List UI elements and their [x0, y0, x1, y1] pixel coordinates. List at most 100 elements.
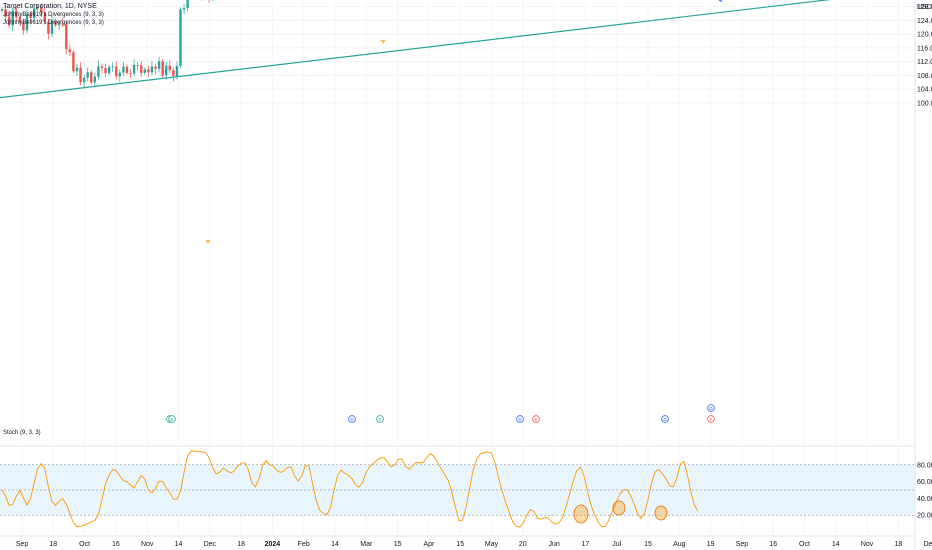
price-tick-label: 128.00: [917, 4, 932, 11]
candle-body: [43, 12, 47, 22]
candle-body: [161, 61, 164, 76]
time-tick-label: May: [485, 541, 499, 548]
candle-body: [4, 9, 7, 17]
candle-body: [104, 68, 107, 74]
time-tick-label: Jun: [548, 541, 559, 548]
time-tick-label: Sep: [16, 541, 29, 548]
price-tick-label: 120.00: [917, 32, 932, 39]
time-tick-label: 14: [331, 541, 339, 548]
drawing-layer[interactable]: 9.60 (6.55%) in 25d156.64 | 10.14 (6.55)…: [0, 0, 915, 423]
event-marker-label: D: [663, 417, 667, 422]
candle-body: [79, 67, 82, 83]
event-marker[interactable]: [532, 415, 540, 423]
event-marker[interactable]: [661, 415, 669, 423]
event-marker-label: D: [518, 417, 522, 422]
candle-body: [175, 66, 179, 77]
time-tick-label: Nov: [141, 541, 154, 548]
candle-body: [15, 10, 18, 18]
candle-body: [118, 72, 122, 77]
legend: Target Corporation, 1D, NYSE JohnnyBell6…: [3, 3, 104, 436]
candle-body: [168, 65, 171, 71]
time-tick-label: 18: [895, 541, 903, 548]
price-tick-label: 104.00: [917, 87, 932, 94]
stoch-tick-label: 60.00: [917, 479, 932, 486]
time-tick-label: 15: [394, 541, 402, 548]
candle-body: [50, 20, 54, 34]
time-tick-label: Apr: [423, 541, 435, 548]
indicator-label-1[interactable]: JohnnyBell619's Divergences (9, 3, 3): [3, 12, 104, 18]
candle-body: [18, 17, 22, 23]
candle-body: [22, 22, 25, 31]
candle-body: [111, 66, 114, 68]
time-tick-label: 18: [237, 541, 245, 548]
candle-body: [143, 69, 146, 73]
time-tick-label: Dec: [204, 541, 217, 548]
event-marker[interactable]: [516, 415, 524, 423]
indicator-label-2[interactable]: JohnnyBell619's Divergences (9, 3, 3): [3, 20, 104, 26]
event-marker-label: D: [350, 417, 354, 422]
time-tick-label: 14: [832, 541, 840, 548]
time-tick-label: 14: [175, 541, 183, 548]
candle-body: [54, 20, 57, 26]
candle-body: [140, 65, 143, 73]
time-tick-label: 2024: [265, 541, 281, 548]
candle-body: [61, 23, 64, 25]
event-marker[interactable]: [707, 415, 715, 423]
candle-body: [86, 72, 89, 78]
time-tick-label: Dec: [923, 541, 932, 548]
candle-body: [132, 65, 136, 74]
price-tick-label: 108.00: [917, 73, 932, 80]
price-tick-label: 100.00: [917, 100, 932, 107]
candle-body: [172, 70, 175, 77]
event-marker[interactable]: [376, 415, 384, 423]
candle-body: [136, 65, 139, 66]
stoch-label[interactable]: Stoch (9, 3, 3): [3, 430, 41, 436]
time-tick-label: 15: [644, 541, 652, 548]
candle-body: [29, 14, 32, 18]
divergence-flag: [205, 240, 211, 244]
candle-body: [182, 8, 186, 10]
time-tick-label: 16: [769, 541, 777, 548]
event-marker-label: E: [378, 417, 381, 422]
candle-body: [107, 67, 111, 74]
time-tick-label: Feb: [298, 541, 310, 548]
green-trendline[interactable]: [0, 0, 915, 99]
candle-body: [147, 69, 150, 73]
event-marker-label: E: [170, 417, 173, 422]
time-tick-label: Sep: [736, 541, 749, 548]
event-marker[interactable]: [168, 415, 176, 423]
event-marker-label: E: [534, 417, 537, 422]
candle-body: [125, 66, 129, 73]
candle-body: [150, 66, 154, 73]
candle-body: [165, 65, 168, 76]
event-marker[interactable]: [348, 415, 356, 423]
event-marker[interactable]: [707, 404, 715, 412]
candle-body: [40, 7, 43, 13]
time-tick-label: Oct: [79, 541, 90, 548]
price-tick-label: 116.00: [917, 45, 932, 52]
candle-body: [157, 61, 161, 69]
candle-body: [97, 66, 100, 77]
candle-body: [57, 23, 61, 26]
candle-body: [25, 14, 29, 31]
divergence-flag: [380, 40, 386, 44]
candle-body: [186, 0, 189, 9]
candle-body: [179, 9, 182, 67]
candle-body: [0, 9, 4, 11]
time-tick-label: 16: [112, 541, 120, 548]
stoch-k-line: [1, 450, 699, 528]
oversold-highlight[interactable]: [654, 505, 668, 521]
oversold-highlight[interactable]: [612, 500, 626, 516]
axes: 100.00 104.00 108.00 112.00 116.00 120.00 124.…: [16, 4, 932, 548]
time-tick-label: 18: [49, 541, 57, 548]
time-tick-label: 17: [582, 541, 590, 548]
oversold-highlight[interactable]: [573, 504, 589, 524]
time-tick-label: Mar: [360, 541, 373, 548]
candle-body: [47, 21, 50, 34]
time-tick-label: Jul: [612, 541, 621, 548]
price-tick-label: 124.00: [917, 18, 932, 25]
candle-body: [90, 72, 93, 83]
